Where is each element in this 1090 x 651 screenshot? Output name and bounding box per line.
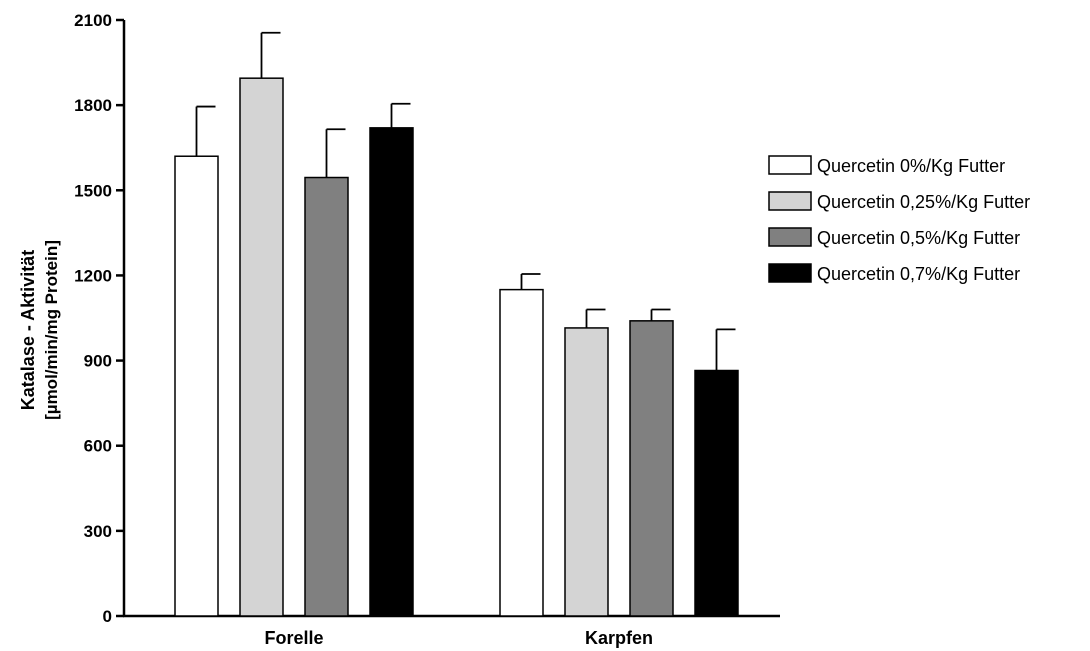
legend-swatch (768, 191, 812, 211)
bar (694, 369, 739, 617)
x-category-label: Forelle (264, 628, 323, 648)
bars (174, 31, 739, 617)
bar (239, 77, 284, 617)
bar (174, 155, 219, 617)
legend-swatch (768, 227, 812, 247)
x-category-labels: Forelle Karpfen (264, 628, 653, 648)
legend-label: Quercetin 0,5%/Kg Futter (817, 228, 1020, 248)
y-tick-label: 2100 (74, 11, 112, 30)
y-ticks: 0 300 600 900 1200 1500 1800 2100 (74, 11, 124, 626)
y-tick-label: 1800 (74, 96, 112, 115)
y-axis-subtitle: [µmol/min/mg Protein] (42, 240, 61, 420)
y-axis-title: Katalase - Aktivität (18, 250, 38, 410)
y-axis-title-line1: Katalase - Aktivität (18, 250, 38, 410)
y-tick-label: 600 (84, 437, 112, 456)
bar (564, 327, 609, 617)
legend-swatch (768, 155, 812, 175)
bar (499, 288, 544, 617)
y-tick-label: 900 (84, 352, 112, 371)
y-tick-label: 1500 (74, 181, 112, 200)
legend-label: Quercetin 0,7%/Kg Futter (817, 264, 1020, 284)
bar (369, 127, 414, 617)
bar (629, 320, 674, 617)
legend-swatch (768, 263, 812, 283)
y-tick-label: 0 (103, 607, 112, 626)
legend-label: Quercetin 0%/Kg Futter (817, 156, 1005, 176)
axes (122, 20, 780, 618)
legend: Quercetin 0%/Kg Futter Quercetin 0,25%/Kg… (768, 155, 1030, 284)
x-category-label: Karpfen (585, 628, 653, 648)
legend-label: Quercetin 0,25%/Kg Futter (817, 192, 1030, 212)
y-tick-label: 1200 (74, 266, 112, 285)
bar (304, 176, 349, 617)
y-tick-label: 300 (84, 522, 112, 541)
y-axis-title-line2: [µmol/min/mg Protein] (42, 240, 61, 420)
